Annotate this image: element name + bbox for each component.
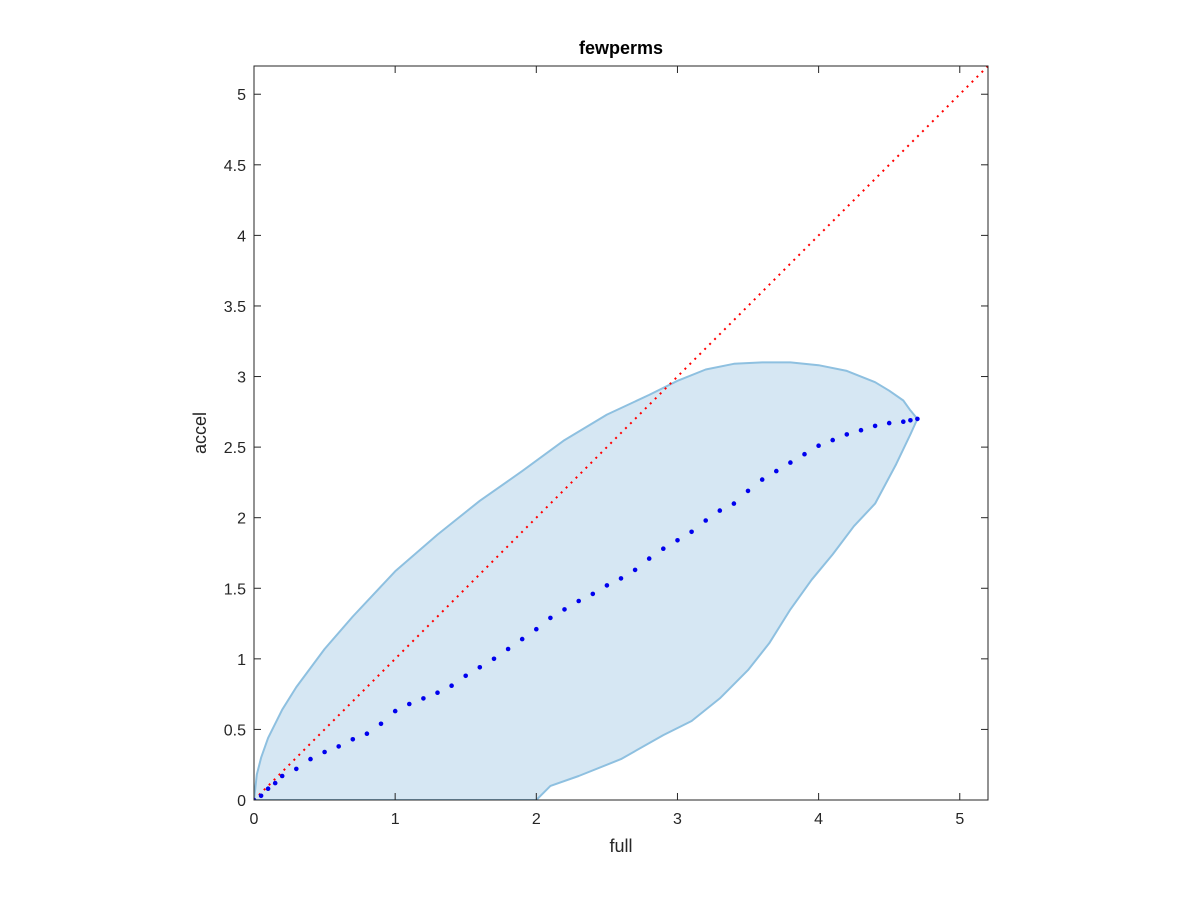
- data-point: [336, 744, 342, 749]
- data-point: [519, 636, 525, 642]
- y-tick-label: 1.5: [224, 581, 246, 598]
- data-point: [254, 797, 257, 800]
- data-point: [788, 460, 793, 465]
- data-point: [505, 646, 511, 652]
- data-point: [908, 418, 913, 423]
- data-point: [717, 508, 723, 513]
- data-point: [886, 420, 892, 426]
- scatter-points: [254, 416, 920, 800]
- chart-title: fewperms: [579, 38, 663, 58]
- data-point: [392, 708, 398, 714]
- data-point: [576, 598, 581, 604]
- x-tick-label: 2: [532, 811, 541, 828]
- data-point: [661, 546, 666, 551]
- y-tick-label: 2: [237, 511, 246, 528]
- data-point: [590, 591, 596, 597]
- data-point: [646, 556, 652, 561]
- data-point: [364, 731, 370, 736]
- data-point: [731, 501, 737, 506]
- data-point: [604, 583, 610, 588]
- data-point: [421, 696, 426, 701]
- data-point: [618, 576, 624, 581]
- data-point: [844, 432, 850, 437]
- data-point: [703, 518, 708, 523]
- x-tick-label: 4: [814, 811, 823, 828]
- data-point: [449, 683, 454, 688]
- x-tick-label: 5: [955, 811, 964, 828]
- data-point: [562, 607, 567, 612]
- y-tick-label: 1: [237, 652, 246, 669]
- data-point: [548, 615, 553, 621]
- axes-box: [253, 65, 989, 801]
- x-tick-label: 3: [673, 811, 682, 828]
- y-tick-label: 0.5: [224, 722, 246, 739]
- data-point: [435, 690, 440, 695]
- y-tick-label: 4.5: [224, 158, 246, 175]
- data-point: [759, 477, 765, 482]
- data-point: [745, 488, 751, 494]
- data-point: [350, 737, 356, 742]
- y-tick-label: 2.5: [224, 440, 246, 457]
- x-axis-ticks: 0 1 2 3 4 5: [250, 66, 964, 828]
- y-axis-label: accel: [190, 412, 210, 454]
- data-point: [534, 626, 539, 632]
- data-point: [830, 437, 835, 443]
- data-point: [675, 538, 680, 543]
- data-point: [463, 673, 469, 679]
- data-point: [279, 773, 285, 779]
- data-point: [258, 793, 264, 799]
- data-point: [901, 419, 906, 425]
- y-tick-label: 3.5: [224, 299, 246, 316]
- x-axis-label: full: [609, 836, 632, 856]
- data-point: [872, 423, 878, 429]
- data-point: [915, 416, 920, 422]
- x-tick-label: 0: [250, 811, 259, 828]
- data-point: [294, 766, 299, 772]
- data-point: [774, 468, 779, 474]
- y-tick-label: 3: [237, 370, 246, 387]
- data-point: [632, 567, 638, 573]
- confidence-region: [254, 361, 919, 800]
- data-point: [477, 665, 483, 670]
- data-point: [378, 721, 384, 727]
- data-point: [322, 749, 327, 755]
- data-point: [816, 443, 821, 449]
- data-point: [802, 451, 807, 457]
- data-point: [407, 701, 412, 707]
- data-point: [265, 786, 271, 791]
- data-point: [858, 427, 864, 433]
- identity-line: [254, 66, 988, 800]
- y-tick-label: 5: [237, 87, 246, 104]
- data-point: [272, 780, 278, 786]
- data-point: [308, 756, 313, 762]
- plot-contents: [254, 66, 988, 800]
- data-point: [689, 529, 694, 535]
- y-tick-label: 0: [237, 793, 246, 810]
- y-tick-label: 4: [237, 228, 246, 245]
- x-tick-label: 1: [391, 811, 400, 828]
- data-point: [491, 656, 497, 662]
- y-axis-ticks: 0 0.5 1 1.5 2 2.5 3 3.5 4 4.5 5: [224, 87, 988, 810]
